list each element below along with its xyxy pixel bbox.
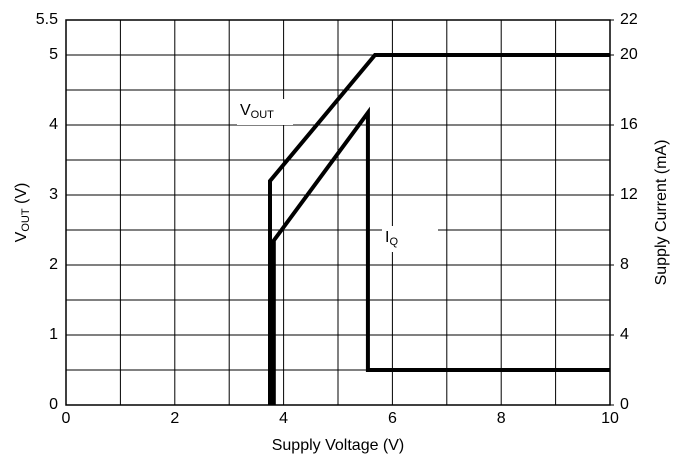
y2-tick-label: 22 <box>620 11 638 28</box>
series-label: VOUT <box>240 102 274 121</box>
series-label-bg <box>382 226 438 252</box>
y-tick-label: 1 <box>49 326 58 343</box>
y2-tick-label: 4 <box>620 326 629 343</box>
x-tick-label: 0 <box>62 410 71 427</box>
series-line <box>268 53 610 405</box>
y2-tick-label: 12 <box>620 186 638 203</box>
series-label-sub: OUT <box>251 109 275 121</box>
y-tick-label: 4 <box>49 116 58 133</box>
y2-tick-label: 0 <box>620 396 629 413</box>
y-tick-label: 2 <box>49 256 58 273</box>
y-axis-title: VOUT (V) <box>13 183 32 243</box>
y-tick-label: 5 <box>49 46 58 63</box>
plot-frame <box>65 19 611 406</box>
series-line <box>271 106 610 405</box>
x-axis-title: Supply Voltage (V) <box>272 437 405 454</box>
y2-tick-label: 8 <box>620 256 629 273</box>
series-label-sub: Q <box>389 236 398 248</box>
series-label: IQ <box>385 229 398 248</box>
y2-tick-label: 16 <box>620 116 638 133</box>
y-tick-label: 3 <box>49 186 58 203</box>
series-label-main: V <box>240 102 251 119</box>
y-tick-label: 0 <box>49 396 58 413</box>
y-axis-title-main: V <box>13 231 30 242</box>
x-tick-label: 8 <box>497 410 506 427</box>
y-axis-title-sub: OUT <box>20 208 32 232</box>
y-axis-title-rest: (V) <box>13 183 30 209</box>
series-label-bg <box>237 99 293 125</box>
x-tick-label: 2 <box>170 410 179 427</box>
y2-tick-label: 20 <box>620 46 638 63</box>
y2-axis-title: Supply Current (mA) <box>653 140 670 286</box>
y-tick-label: 5.5 <box>36 11 58 28</box>
x-tick-label: 4 <box>279 410 288 427</box>
x-tick-label: 10 <box>601 410 619 427</box>
x-tick-label: 6 <box>388 410 397 427</box>
series-label-main: I <box>385 229 389 246</box>
